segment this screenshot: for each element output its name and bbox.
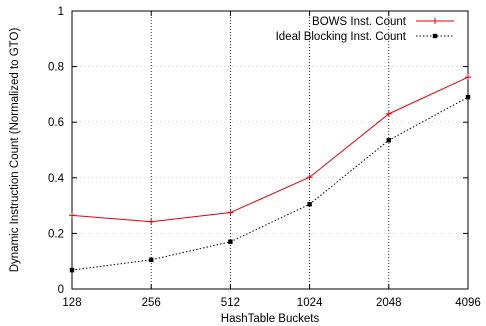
data-point [385, 110, 392, 117]
plot-frame [71, 10, 469, 290]
x-tick-label: 4096 [455, 297, 481, 309]
y-tick-label: 1 [58, 6, 64, 18]
data-point [386, 138, 391, 143]
y-tick-label: 0 [58, 284, 64, 296]
y-tick-label: 0.6 [48, 117, 64, 129]
x-tick-label: 512 [221, 297, 240, 309]
x-tick-label: 256 [142, 297, 161, 309]
series-line [71, 76, 469, 223]
legend-label: Ideal Blocking Inst. Count [276, 31, 407, 43]
legend-marker [432, 33, 438, 39]
series-1 [69, 74, 471, 225]
legend-entry-2: Ideal Blocking Inst. Count [276, 31, 454, 43]
series-line [71, 96, 469, 271]
legend-label: BOWS Inst. Count [312, 16, 407, 28]
y-tick-label: 0.8 [48, 62, 64, 74]
x-tick-label: 128 [62, 297, 81, 309]
x-tick-label: 2048 [376, 297, 402, 309]
x-axis-title: HashTable Buckets [221, 313, 320, 325]
data-point [306, 174, 313, 181]
data-point [149, 257, 154, 263]
axes: 0 0.2 0.4 0.6 0.8 1 128 256 512 1024 2048 4096 [48, 6, 481, 309]
data-point [465, 74, 471, 81]
series-2 [69, 94, 471, 273]
data-point [148, 218, 155, 225]
series-group [69, 74, 471, 273]
data-point [228, 239, 233, 244]
data-point [227, 209, 234, 216]
legend: BOWS Inst. Count Ideal Blocking Inst. Cou… [276, 16, 454, 43]
grid [72, 11, 468, 289]
legend-entry-1: BOWS Inst. Count [312, 16, 454, 28]
data-point [307, 202, 312, 207]
y-tick-label: 0.2 [48, 228, 64, 240]
data-point [69, 212, 75, 219]
x-tick-label: 1024 [297, 297, 323, 309]
y-axis-title: Dynamic Instruction Count (Normalized to… [9, 28, 21, 273]
data-point [69, 267, 75, 273]
legend-marker [432, 18, 438, 24]
y-tick-label: 0.4 [48, 173, 65, 185]
data-point [465, 94, 471, 100]
